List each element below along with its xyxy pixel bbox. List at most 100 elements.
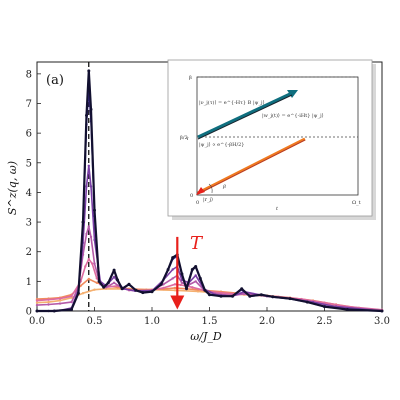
y-tick-label: 0: [26, 307, 32, 318]
series-point-3: [58, 302, 62, 305]
series-point-0: [180, 272, 184, 276]
inset-upper-arrowhead: [287, 90, 298, 98]
inset-w-annotation: |w_j(t)⟩ = e^{-iHt} |ψ_j⟩: [262, 112, 324, 119]
series-point-0: [203, 288, 207, 292]
inset-ytick-beta: β: [189, 75, 192, 81]
series-point-5: [87, 277, 91, 281]
temperature-arrow-label: T: [190, 233, 204, 254]
series-point-0: [346, 308, 349, 311]
inset-beta-annotation: β: [222, 184, 226, 190]
series-point-3: [87, 225, 91, 228]
series-point-3: [242, 292, 246, 295]
x-tick-label: 1.0: [144, 316, 160, 327]
series-point-3: [112, 281, 116, 284]
panel-label: (a): [46, 73, 64, 88]
series-point-2: [87, 164, 91, 167]
y-axis-ticks: 0 1 2 3 4 5 6 7 8: [26, 69, 41, 318]
inset-diagram: τ t 0 β/2 β 0 Ω_t |ν_j(τ)⟩ = e^{-Hτ} B |…: [167, 59, 376, 220]
x-axis-ticks: 0.0 0.5 1.0 1.5 2.0 2.5 3.0: [29, 307, 390, 327]
series-point-4: [323, 301, 326, 304]
inset-ytick-beta-half: β/2: [180, 135, 188, 141]
series-point-0: [85, 113, 88, 117]
inset-upper-arrow-inner: [197, 94, 293, 140]
series-point-0: [102, 285, 106, 289]
x-tick-label: 3.0: [374, 316, 390, 327]
series-point-3: [85, 232, 88, 236]
series-point-0: [89, 107, 93, 111]
series-point-0: [190, 268, 194, 271]
series-point-4: [91, 262, 94, 265]
series-point-0: [240, 287, 244, 291]
series-point-6: [47, 300, 50, 304]
series-point-5: [173, 286, 177, 290]
inset-xtick-omega: Ω_t: [352, 200, 361, 206]
series-point-0: [120, 287, 124, 291]
series-point-4: [162, 286, 165, 290]
temperature-arrow-head: [170, 295, 185, 310]
inset-ytick-0: 0: [190, 193, 193, 199]
x-tick-label: 0.5: [87, 316, 103, 327]
y-tick-label: 3: [26, 218, 32, 229]
series-point-6: [81, 292, 85, 295]
inset-lower-arrowhead: [196, 187, 205, 195]
x-tick-label: 0.0: [29, 316, 45, 327]
inset-xtick-0: 0: [196, 200, 199, 206]
series-point-2: [171, 268, 174, 271]
inset-t-label: t: [276, 206, 279, 212]
y-tick-label: 8: [26, 69, 32, 80]
series-point-0: [141, 291, 145, 295]
series-point-6: [173, 289, 177, 292]
inset-psi-annotation: |ψ_j⟩ ∝ e^{-βH/2}: [199, 141, 245, 148]
series-point-0: [380, 309, 384, 313]
series-point-4: [191, 286, 194, 289]
series-point-0: [259, 293, 263, 297]
series-point-3: [93, 262, 96, 265]
y-tick-label: 4: [26, 188, 32, 199]
series-point-5: [79, 284, 82, 287]
series-point-6: [93, 288, 96, 291]
series-point-0: [248, 294, 252, 298]
series-point-4: [87, 257, 91, 261]
series-point-3: [47, 303, 50, 306]
inset-nu-annotation: |ν_j(τ)⟩ = e^{-Hτ} B |ψ_j⟩: [199, 99, 265, 106]
series-point-3: [35, 303, 39, 307]
x-tick-label: 2.5: [317, 316, 333, 327]
series-point-3: [89, 235, 93, 239]
series-point-2: [89, 185, 93, 188]
series-point-0: [93, 208, 96, 212]
series-point-3: [194, 280, 197, 283]
series-point-0: [208, 293, 211, 297]
series-point-3: [162, 283, 165, 286]
series-point-4: [179, 283, 182, 287]
series-point-2: [194, 274, 197, 277]
series-point-0: [134, 288, 138, 292]
series-point-0: [76, 291, 80, 295]
series-point-2: [85, 185, 88, 188]
series-point-0: [112, 268, 116, 272]
series-point-0: [166, 268, 170, 271]
series-point-4: [58, 297, 62, 300]
series-point-4: [70, 295, 73, 298]
series-point-0: [159, 282, 163, 286]
series-point-3: [180, 281, 184, 284]
series-point-0: [70, 308, 73, 311]
series-point-4: [95, 277, 99, 280]
y-tick-label: 6: [26, 129, 32, 140]
series-point-0: [97, 279, 101, 283]
x-tick-label: 1.5: [202, 316, 218, 327]
inset-angle-arc: [208, 183, 213, 194]
series-point-4: [47, 298, 50, 301]
y-tick-label: 2: [26, 247, 32, 258]
series-point-0: [116, 278, 119, 282]
y-axis-label: S^z(q, ω): [6, 161, 19, 215]
series-point-6: [196, 290, 200, 293]
inset-tau-label: τ: [186, 136, 189, 142]
series-point-0: [81, 220, 85, 224]
series-point-0: [305, 300, 309, 304]
inset-upper-arrow: [197, 91, 293, 139]
y-tick-label: 7: [26, 99, 32, 110]
series-point-0: [194, 265, 198, 268]
series-point-3: [70, 300, 73, 304]
series-point-0: [219, 294, 223, 298]
y-tick-label: 1: [26, 277, 32, 288]
